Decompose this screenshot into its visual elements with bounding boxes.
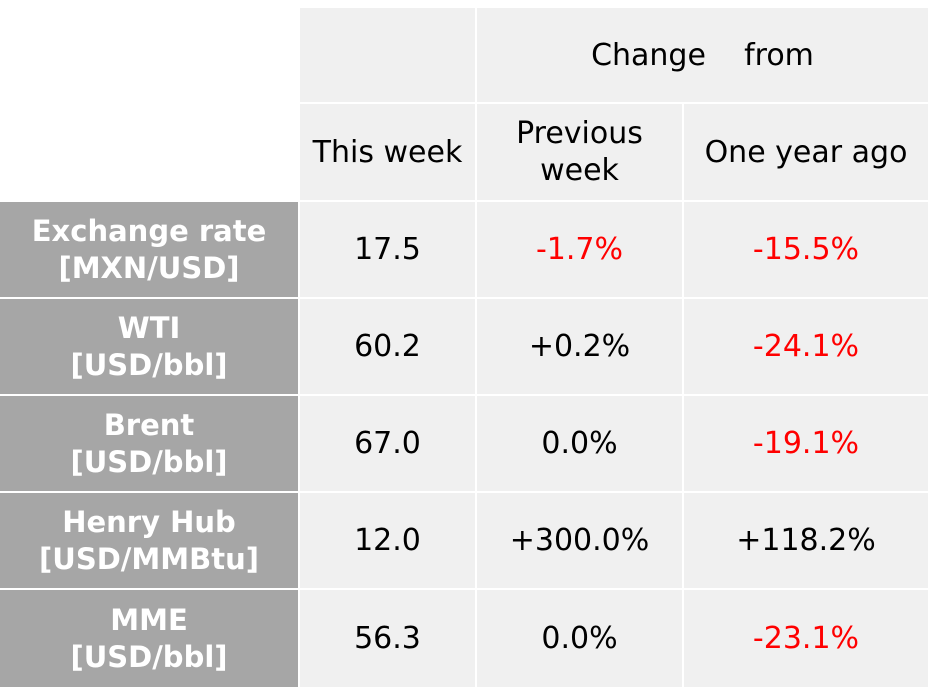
row-label-line: Exchange rate xyxy=(31,213,267,248)
row-previous-week-value: 0.0% xyxy=(541,426,618,461)
header-this-week-label: This week xyxy=(312,134,463,170)
row-label-cell: Brent [USD/bbl] xyxy=(0,396,298,491)
row-label-line: Henry Hub xyxy=(62,504,236,539)
row-one-year_ago-value: -19.1% xyxy=(752,426,860,461)
row-label-line: [MXN/USD] xyxy=(58,250,240,285)
header-one-year-ago: One year ago xyxy=(684,104,928,200)
row-one-year_ago-cell: +118.2% xyxy=(684,493,928,588)
row-this-week-cell: 17.5 xyxy=(300,202,475,297)
row-label-line: Brent xyxy=(103,407,195,442)
row-one-year_ago-cell: -24.1% xyxy=(684,299,928,394)
header-one-year-ago-label: One year ago xyxy=(704,134,908,170)
row-label-line: [USD/bbl] xyxy=(70,347,228,382)
header-blank-cell xyxy=(300,8,475,102)
row-previous-week-cell: 0.0% xyxy=(477,396,682,491)
row-previous-week-value: +0.2% xyxy=(528,329,631,364)
row-label-cell: MME [USD/bbl] xyxy=(0,590,298,687)
row-one-year_ago-value: +118.2% xyxy=(736,523,876,558)
header-change-from-label: Change from xyxy=(591,37,814,73)
header-previous-week: Previous week xyxy=(477,104,682,200)
header-change-from: Change from xyxy=(477,8,928,102)
row-this-week-cell: 60.2 xyxy=(300,299,475,394)
row-one-year_ago-value: -15.5% xyxy=(752,232,860,267)
row-this-week-value: 12.0 xyxy=(354,523,421,558)
row-this-week-cell: 12.0 xyxy=(300,493,475,588)
row-label-line: [USD/bbl] xyxy=(70,444,228,479)
row-previous-week-value: -1.7% xyxy=(535,232,624,267)
row-this-week-value: 60.2 xyxy=(354,329,421,364)
row-this-week-cell: 56.3 xyxy=(300,590,475,687)
row-one-year_ago-cell: -19.1% xyxy=(684,396,928,491)
row-previous-week-cell: +0.2% xyxy=(477,299,682,394)
row-label-cell: WTI [USD/bbl] xyxy=(0,299,298,394)
row-one-year_ago-cell: -15.5% xyxy=(684,202,928,297)
row-label-line: MME xyxy=(110,602,188,637)
row-one-year_ago-value: -23.1% xyxy=(752,621,860,656)
row-label-cell: Exchange rate [MXN/USD] xyxy=(0,202,298,297)
row-this-week-cell: 67.0 xyxy=(300,396,475,491)
header-previous-week-line-1: Previous xyxy=(516,116,643,151)
row-previous-week-cell: 0.0% xyxy=(477,590,682,687)
row-one-year_ago-cell: -23.1% xyxy=(684,590,928,687)
header-previous-week-line-2: week xyxy=(540,153,619,188)
row-this-week-value: 56.3 xyxy=(354,621,421,656)
row-label-line: [USD/bbl] xyxy=(70,639,228,674)
row-this-week-value: 17.5 xyxy=(354,232,421,267)
row-label-cell: Henry Hub [USD/MMBtu] xyxy=(0,493,298,588)
row-one-year_ago-value: -24.1% xyxy=(752,329,860,364)
header-this-week: This week xyxy=(300,104,475,200)
row-previous-week-cell: -1.7% xyxy=(477,202,682,297)
row-previous-week-value: +300.0% xyxy=(509,523,650,558)
row-label-line: WTI xyxy=(117,310,181,345)
row-this-week-value: 67.0 xyxy=(354,426,421,461)
row-previous-week-value: 0.0% xyxy=(541,621,618,656)
row-label-line: [USD/MMBtu] xyxy=(39,541,259,576)
row-previous-week-cell: +300.0% xyxy=(477,493,682,588)
